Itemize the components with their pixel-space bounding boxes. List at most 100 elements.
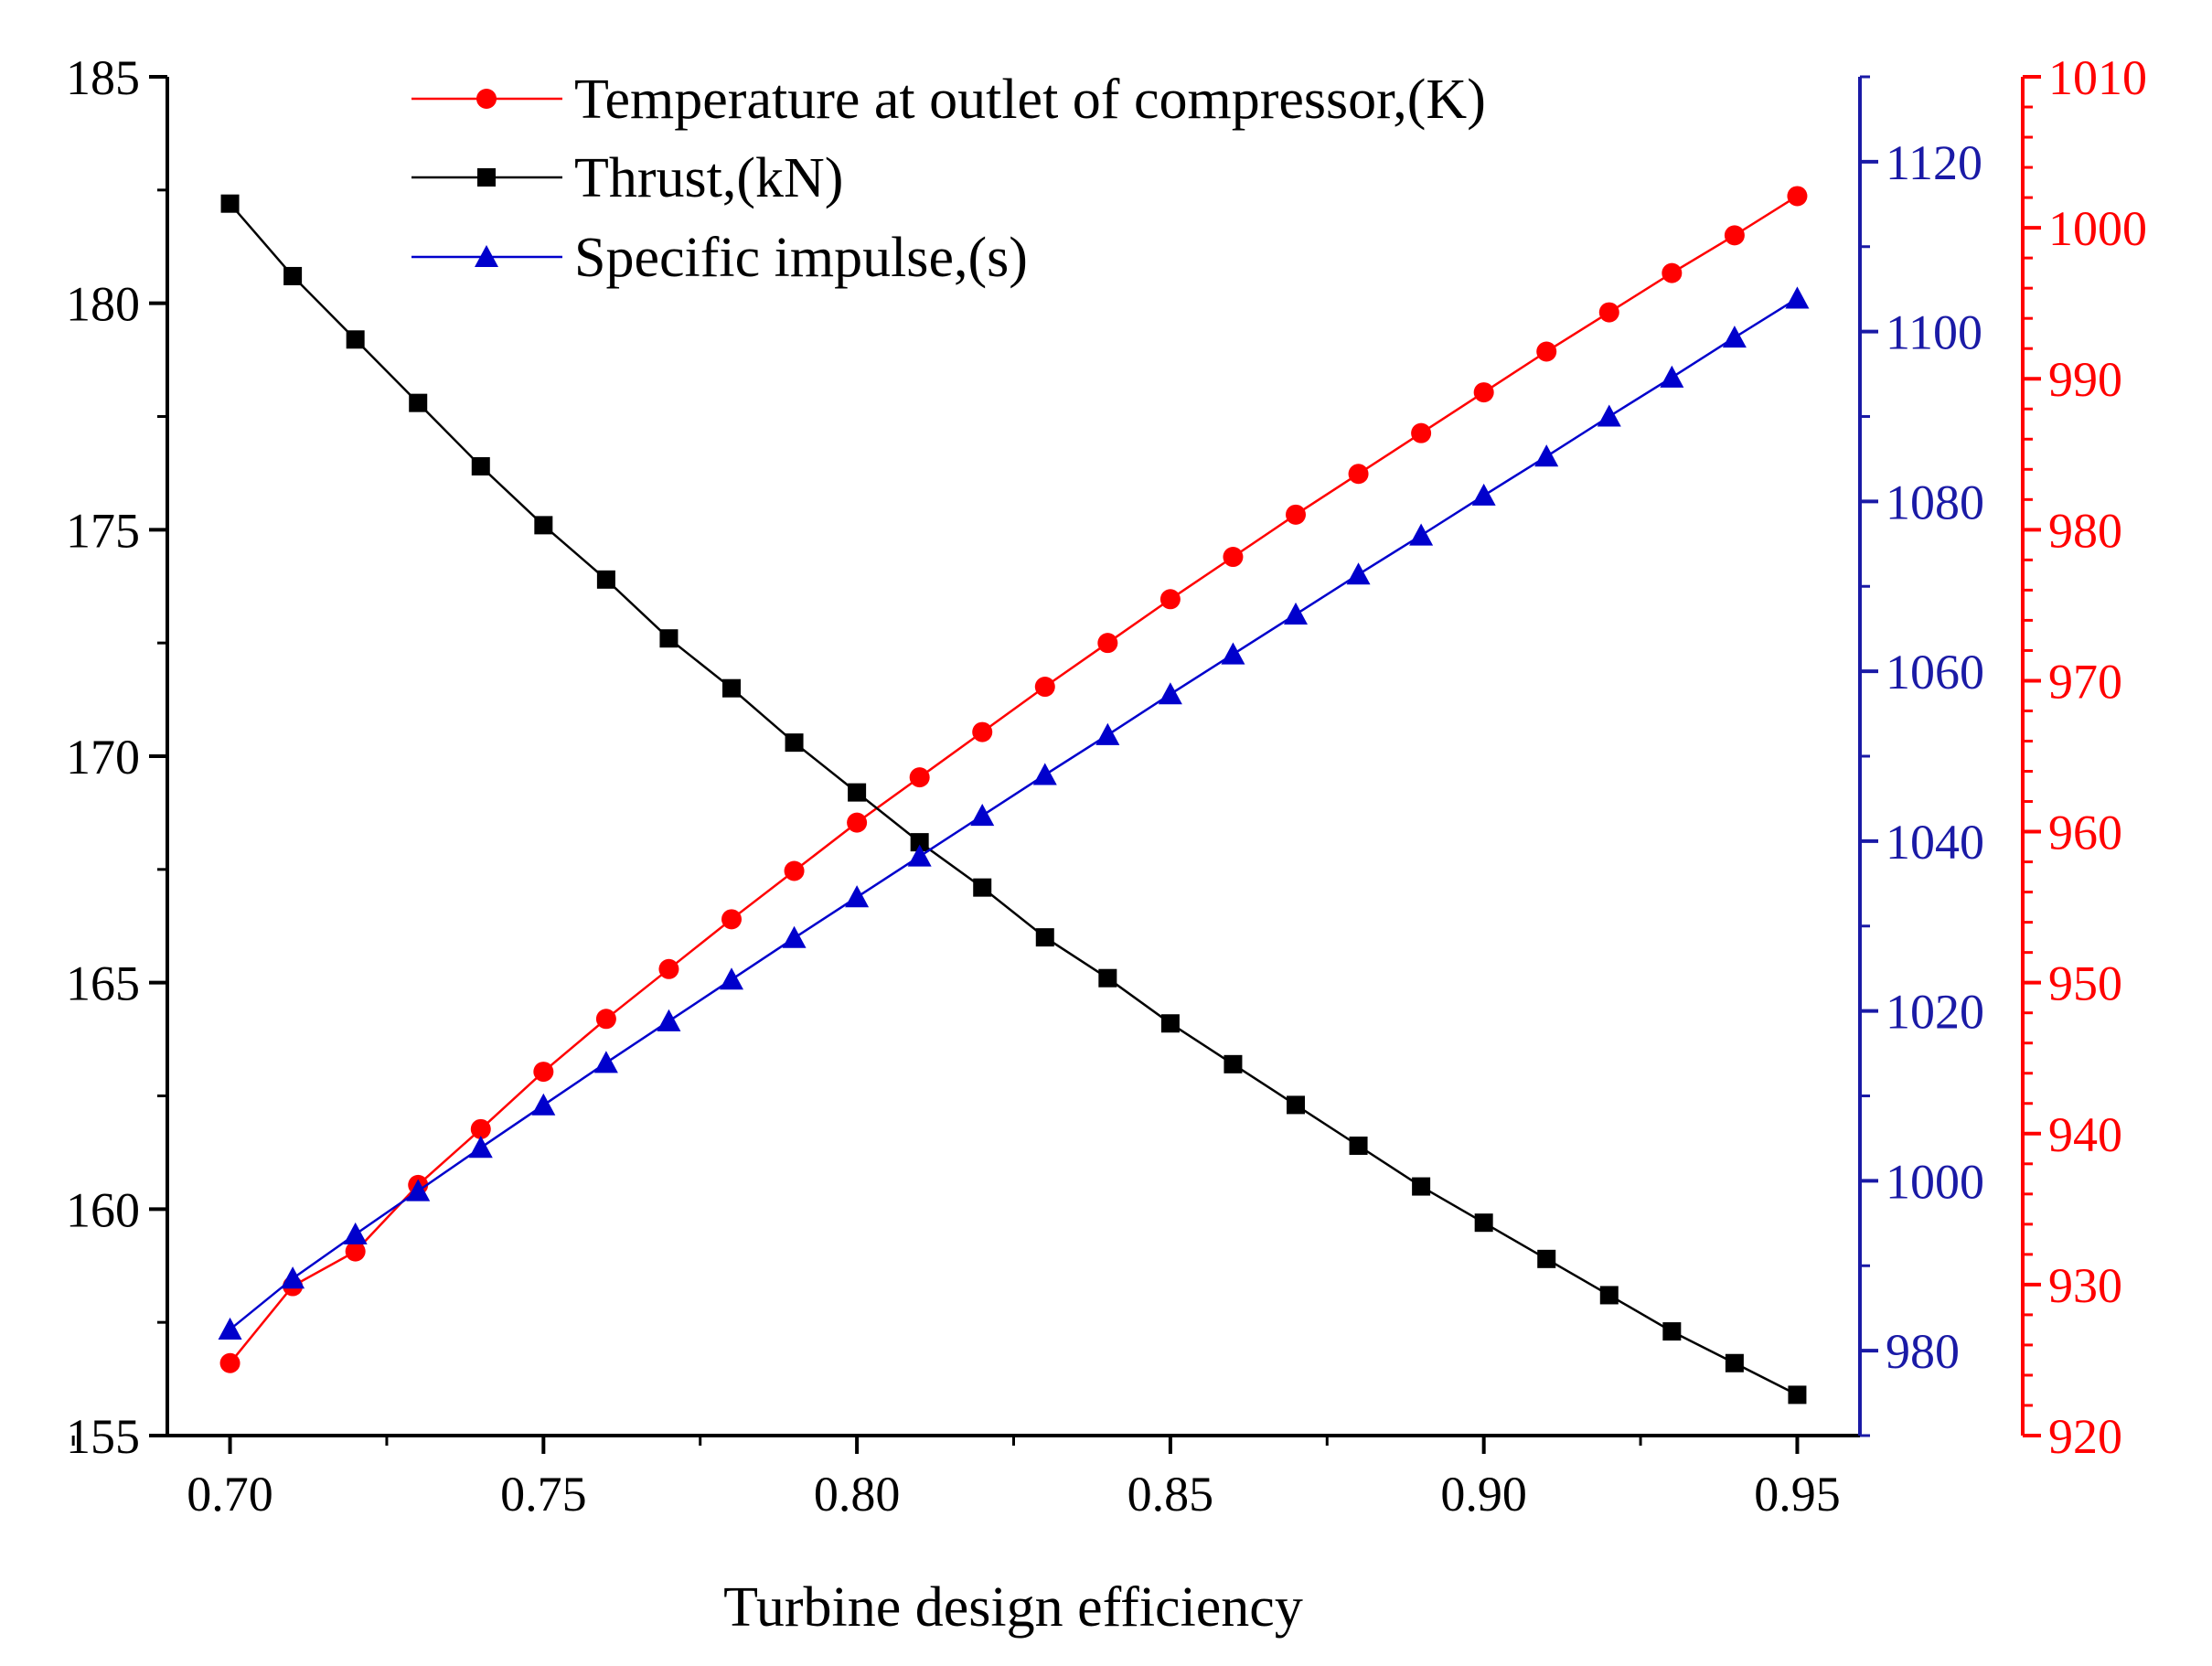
left-y-tick-label: 170 [66, 730, 140, 785]
temperature-line [229, 195, 1799, 1364]
x-tick-label: 0.75 [500, 1467, 587, 1522]
left-y-tick-label: 175 [66, 503, 140, 558]
specific-impulse-point [1158, 682, 1182, 705]
axes-group: 0.70 0.75 0.80 0.85 0.90 0.95 155 160 165 170 175 1… [66, 50, 2147, 1522]
specific-impulse-point [1409, 523, 1434, 546]
right-inner-y-tick-label: 1120 [1886, 135, 1982, 190]
temperature-point [1598, 302, 1619, 323]
x-axis-label: Turbine design efficiency [723, 1576, 1303, 1639]
thrust-point [220, 194, 240, 213]
thrust-point [283, 266, 303, 285]
right-inner-y-tick-label: 1020 [1886, 985, 1984, 1040]
temperature-point [721, 909, 742, 930]
specific-impulse-point [970, 804, 995, 827]
thrust-point [1474, 1213, 1493, 1233]
specific-impulse-legend-entry: Specific impulse,(s) [411, 227, 1028, 289]
specific-impulse-point [468, 1136, 493, 1159]
legend-label: Specific impulse,(s) [574, 227, 1028, 289]
specific-impulse-point [1597, 404, 1621, 427]
right-outer-y-tick-label: 930 [2048, 1258, 2122, 1313]
specific-impulse-point [1660, 365, 1684, 388]
thrust-point [346, 330, 365, 349]
series-group [218, 186, 1810, 1404]
right-inner-y-tick-label: 1000 [1886, 1154, 1984, 1209]
temperature-point [1348, 464, 1369, 485]
thrust-legend-entry: Thrust,(kN) [411, 147, 843, 209]
legend-marker [475, 245, 498, 268]
specific-impulse-point [1534, 444, 1559, 467]
temperature-point [1473, 382, 1494, 403]
thrust-point [1662, 1322, 1682, 1341]
temperature-legend-entry: Temperature at outlet of compressor,(K) [411, 69, 1486, 131]
thrust-point [659, 629, 679, 648]
temperature-point [1159, 589, 1181, 610]
temperature-point [784, 860, 805, 881]
thrust-point [1035, 928, 1054, 947]
right-inner-y-tick-label: 1080 [1886, 475, 1984, 529]
thrust-point [722, 678, 741, 698]
temperature-point [1662, 262, 1683, 283]
x-tick-label: 0.85 [1127, 1467, 1214, 1522]
specific-impulse-point [593, 1051, 618, 1073]
temperature-point [972, 721, 993, 742]
temperature-point [1223, 547, 1244, 568]
specific-impulse-point [1785, 286, 1810, 309]
temperature-point [1286, 504, 1306, 525]
specific-impulse-point [218, 1317, 242, 1340]
thrust-point [848, 783, 867, 802]
thrust-line [229, 202, 1798, 1396]
left-y-tick-label: 165 [66, 956, 140, 1011]
thrust-point [1349, 1136, 1368, 1155]
x-tick-label: 0.80 [814, 1467, 901, 1522]
thrust-point [1160, 1014, 1180, 1033]
thrust-point [973, 878, 992, 897]
right-outer-y-tick-label: 980 [2048, 503, 2122, 558]
legend-label: Temperature at outlet of compressor,(K) [574, 69, 1486, 131]
thrust-point [1599, 1286, 1619, 1305]
thrust-point [1287, 1095, 1305, 1115]
right-outer-y-tick-label: 950 [2048, 956, 2122, 1011]
specific-impulse-point [720, 967, 743, 990]
specific-impulse-point [1471, 483, 1496, 506]
specific-impulse-point [531, 1093, 556, 1116]
x-tick-label: 0.70 [187, 1467, 273, 1522]
temperature-point [658, 958, 679, 979]
thrust-point [910, 833, 929, 852]
x-tick-label: 0.95 [1754, 1467, 1841, 1522]
temperature-point [847, 812, 868, 833]
right-outer-y-tick-label: 990 [2048, 352, 2122, 407]
thrust-point [1098, 968, 1117, 988]
right-outer-y-tick-label: 960 [2048, 806, 2122, 860]
thrust-point [471, 456, 490, 475]
legend-marker [477, 168, 496, 187]
thrust-point [1537, 1249, 1556, 1268]
right-outer-y-tick-label: 920 [2048, 1409, 2122, 1464]
specific-impulse-point [1221, 642, 1245, 665]
left-y-tick-label: 155 [66, 1409, 140, 1464]
temperature-point [345, 1241, 366, 1262]
legend: Temperature at outlet of compressor,(K) T… [411, 69, 1486, 289]
specific-impulse-point [907, 844, 932, 867]
specific-impulse-line [229, 297, 1799, 1330]
right-outer-y-tick-label: 1000 [2048, 201, 2147, 256]
temperature-point [1787, 186, 1808, 207]
x-tick-label: 0.90 [1440, 1467, 1527, 1522]
right-inner-y-tick-label: 1040 [1886, 815, 1984, 870]
specific-impulse-point [1032, 763, 1057, 785]
temperature-series [219, 186, 1808, 1373]
right-inner-y-tick-label: 1100 [1886, 305, 1982, 360]
temperature-point [1411, 422, 1432, 443]
thrust-point [596, 570, 615, 589]
thrust-point [534, 516, 553, 535]
temperature-point [470, 1118, 491, 1139]
right-outer-y-tick-label: 970 [2048, 654, 2122, 709]
legend-label: Thrust,(kN) [574, 147, 843, 209]
thrust-series [220, 194, 1807, 1404]
specific-impulse-point [1095, 722, 1120, 745]
temperature-point [533, 1062, 554, 1083]
thrust-point [409, 393, 428, 412]
specific-impulse-point [343, 1222, 368, 1244]
thrust-point [1224, 1054, 1243, 1073]
